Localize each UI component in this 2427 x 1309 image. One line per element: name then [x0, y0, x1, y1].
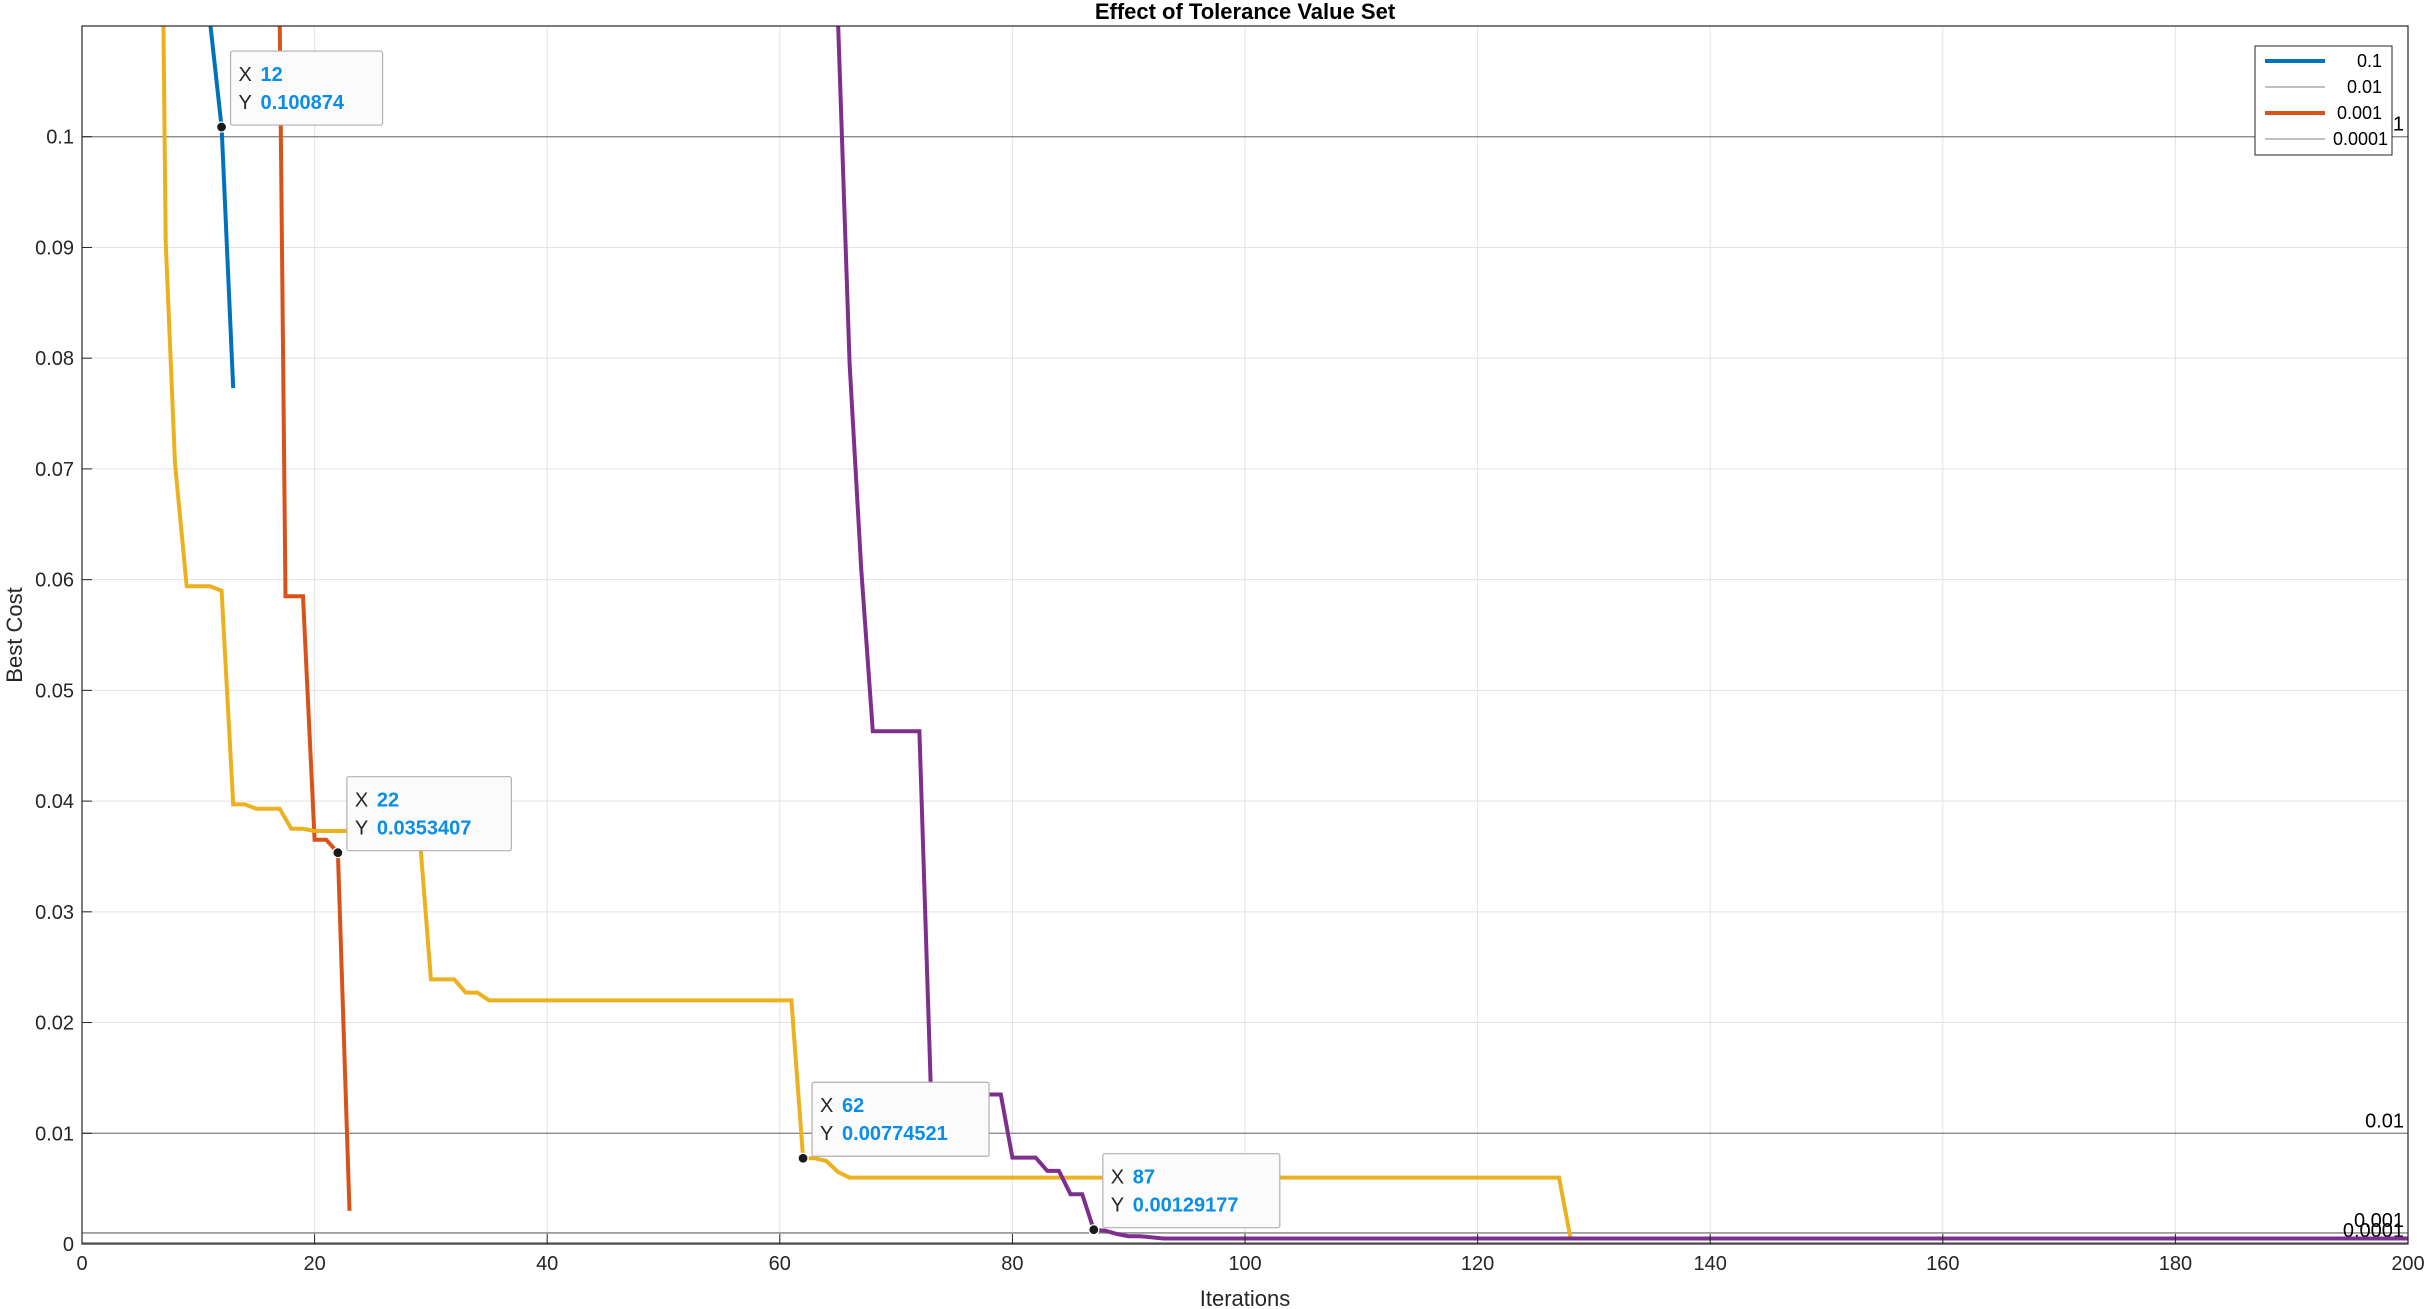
- datatip-box: [811, 1081, 990, 1157]
- series-line-3: [836, 26, 2408, 1241]
- x-tick-label: 0: [76, 1253, 87, 1275]
- datatip-y-value: 0.00774521: [842, 1123, 948, 1145]
- y-tick-label: 0.08: [35, 348, 74, 370]
- x-axis-ticks: 0 20 40 60 80 100 120 140 160 180 200: [76, 1234, 2425, 1275]
- chart-title: Effect of Tolerance Value Set: [1095, 0, 1396, 24]
- datatip-y-value: 0.100874: [261, 92, 345, 114]
- legend-label-0.001: 0.001: [2337, 103, 2382, 123]
- datatip-y-key: Y: [239, 92, 252, 114]
- legend[interactable]: 0.1 0.01 0.001 0.0001: [2254, 45, 2393, 156]
- datatip-marker: [797, 1152, 809, 1164]
- legend-box: [2254, 45, 2393, 156]
- datatip-y-key: Y: [820, 1123, 833, 1145]
- datatip[interactable]: X 62 Y 0.00774521: [797, 1081, 990, 1164]
- y-tick-label: 0.06: [35, 570, 74, 592]
- datatip-y-value: 0.00129177: [1133, 1195, 1239, 1217]
- datatip-marker: [332, 847, 344, 859]
- tolerance-line-label: 0.001: [2354, 1210, 2404, 1232]
- datatip-y-value: 0.0353407: [377, 818, 472, 840]
- legend-label-0.1: 0.1: [2357, 51, 2382, 71]
- x-tick-label: 120: [1461, 1253, 1494, 1275]
- datatip[interactable]: X 12 Y 0.100874: [215, 50, 384, 133]
- y-tick-label: 0.05: [35, 680, 74, 702]
- datatip[interactable]: X 87 Y 0.00129177: [1088, 1153, 1281, 1236]
- y-tick-label: 0.04: [35, 791, 74, 813]
- datatip[interactable]: X 22 Y 0.0353407: [332, 776, 512, 859]
- x-tick-label: 160: [1926, 1253, 1959, 1275]
- tolerance-line-label: 0.01: [2365, 1110, 2404, 1132]
- datatip-x-key: X: [1111, 1167, 1124, 1189]
- series-line-2: [161, 26, 2408, 1241]
- y-tick-label: 0.03: [35, 902, 74, 924]
- x-tick-label: 100: [1228, 1253, 1261, 1275]
- datatip-x-key: X: [239, 64, 252, 86]
- datatip-box: [346, 776, 512, 852]
- x-tick-label: 200: [2391, 1253, 2424, 1275]
- legend-label-0.0001: 0.0001: [2333, 129, 2388, 149]
- datatip-marker: [215, 121, 228, 133]
- x-tick-label: 40: [536, 1253, 558, 1275]
- datatip-x-value: 12: [261, 64, 283, 86]
- datatip-x-key: X: [355, 790, 368, 812]
- y-axis-ticks: 0 0.01 0.02 0.03 0.04 0.05 0.06 0.07 0.08 0.09 0.1: [35, 127, 92, 1256]
- datatip-x-value: 62: [842, 1095, 864, 1117]
- y-tick-label: 0.1: [46, 127, 74, 149]
- tolerance-line-label: 0.0001: [2343, 1220, 2404, 1242]
- y-tick-label: 0.01: [35, 1123, 74, 1145]
- y-tick-label: 0.02: [35, 1013, 74, 1035]
- datatip-box: [229, 50, 384, 126]
- x-tick-label: 20: [303, 1253, 325, 1275]
- y-tick-label: 0.09: [35, 237, 74, 259]
- x-tick-label: 60: [769, 1253, 791, 1275]
- datatip-marker: [1088, 1224, 1100, 1236]
- y-tick-label: 0.07: [35, 459, 74, 481]
- x-axis-label: Iterations: [1200, 1286, 1291, 1309]
- legend-label-0.01: 0.01: [2347, 77, 2382, 97]
- datatip-y-key: Y: [355, 818, 368, 840]
- datatip-box: [1102, 1153, 1281, 1229]
- datatip-x-value: 22: [377, 790, 399, 812]
- datatip-x-key: X: [820, 1095, 833, 1117]
- datatip-x-value: 87: [1133, 1167, 1155, 1189]
- x-tick-label: 140: [1694, 1253, 1727, 1275]
- y-axis-label: Best Cost: [2, 587, 27, 682]
- x-tick-label: 180: [2159, 1253, 2192, 1275]
- datatip-y-key: Y: [1111, 1195, 1124, 1217]
- x-tick-label: 80: [1001, 1253, 1023, 1275]
- y-tick-label: 0: [63, 1234, 74, 1256]
